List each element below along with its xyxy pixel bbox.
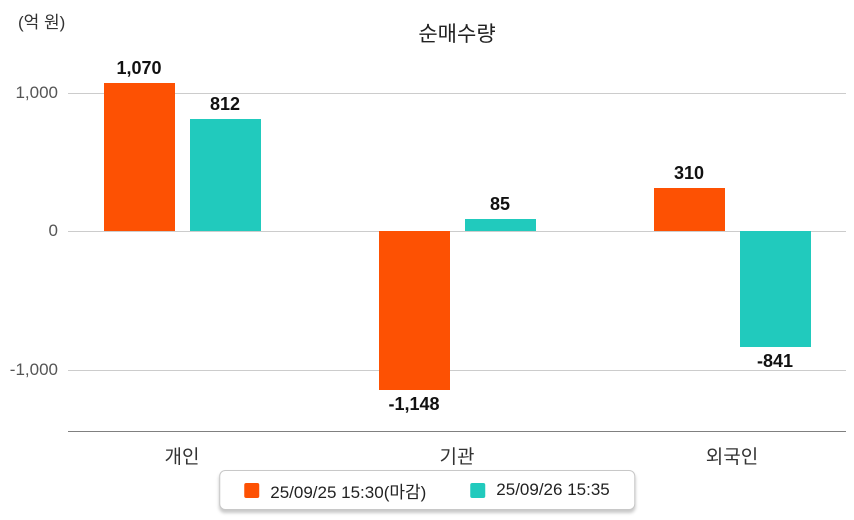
value-label: 85 <box>489 194 511 214</box>
bar-기관-series2 <box>465 219 536 231</box>
x-axis-label-3: 외국인 <box>705 447 759 468</box>
bar-외국인-series2 <box>740 231 811 347</box>
gridline-0 <box>68 231 846 232</box>
gridline-1000 <box>68 93 846 94</box>
legend-label-2: 25/09/26 15:35 <box>496 480 610 499</box>
y-axis-unit-label: (억 원) <box>18 13 66 32</box>
legend-item-2: 25/09/26 15:35 <box>470 480 610 500</box>
legend-item-1: 25/09/25 15:30(마감) <box>244 478 426 503</box>
legend-swatch-2 <box>470 482 486 498</box>
bar-외국인-series1 <box>654 188 725 231</box>
bar-개인-series1 <box>104 83 175 231</box>
legend: 25/09/25 15:30(마감) 25/09/26 15:35 <box>219 470 635 510</box>
value-label: 1,070 <box>116 58 162 78</box>
x-axis-label-2: 기관 <box>439 447 475 468</box>
legend-label-1: 25/09/25 15:30(마감) <box>270 482 427 502</box>
bar-기관-series1 <box>379 231 450 390</box>
plot-area: 1,070 812 개인 -1,148 85 기관 310 -841 외국인 <box>68 58 846 468</box>
y-tick-label: -1,000 <box>9 360 58 379</box>
bar-개인-series2 <box>190 119 261 231</box>
value-label: -1,148 <box>388 394 440 414</box>
value-label: 310 <box>673 163 705 183</box>
gridline--1000 <box>68 370 846 371</box>
chart-title: 순매수량 <box>418 23 496 46</box>
y-tick-label: 1,000 <box>15 83 58 102</box>
x-axis-line <box>68 431 846 432</box>
value-label: -841 <box>756 351 794 371</box>
y-tick-label: 0 <box>48 221 58 240</box>
x-axis-label-1: 개인 <box>164 447 200 468</box>
legend-swatch-1 <box>244 482 260 498</box>
value-label: 812 <box>209 94 241 114</box>
